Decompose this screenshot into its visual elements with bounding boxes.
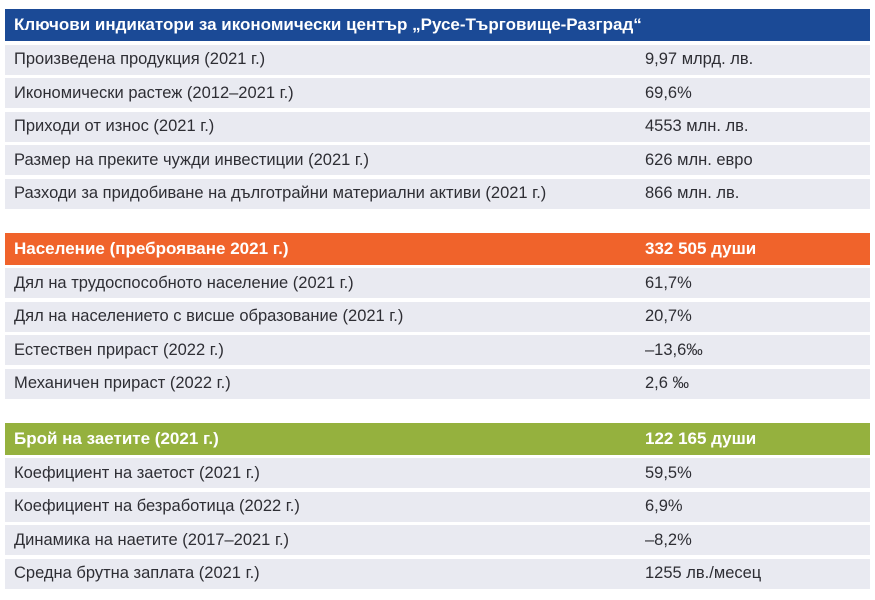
row-value: 866 млн. лв. bbox=[645, 184, 740, 202]
table-row: Средна брутна заплата (2021 г.) 1255 лв./… bbox=[5, 558, 870, 589]
row-label: Механичен прираст (2022 г.) bbox=[14, 374, 231, 392]
row-value: 2,6 ‰ bbox=[645, 374, 690, 392]
row-value: 69,6% bbox=[645, 83, 692, 102]
row-label: Коефициент на заетост (2021 г.) bbox=[14, 463, 260, 482]
section-header-title: Население (преброяване 2021 г.) bbox=[14, 238, 289, 258]
row-value: 1255 лв./месец bbox=[645, 564, 762, 582]
section-header-value: 332 505 души bbox=[645, 238, 757, 258]
row-value: –8,2% bbox=[645, 530, 692, 549]
table-row: Коефициент на заетост (2021 г.) 59,5% bbox=[5, 458, 870, 488]
table-section: Население (преброяване 2021 г.) 332 505 д… bbox=[5, 232, 870, 399]
row-label: Естествен прираст (2022 г.) bbox=[14, 340, 224, 359]
row-label: Динамика на наетите (2017–2021 г.) bbox=[14, 530, 290, 549]
table-row: Дял на населението с висше образование (… bbox=[5, 301, 870, 332]
table-row: Естествен прираст (2022 г.) –13,6‰ bbox=[5, 335, 870, 365]
row-value: 20,7% bbox=[645, 307, 692, 325]
table-row: Динамика на наетите (2017–2021 г.) –8,2% bbox=[5, 525, 870, 555]
row-label: Размер на преките чужди инвестиции (2021… bbox=[14, 150, 369, 169]
row-value: 4553 млн. лв. bbox=[645, 117, 749, 135]
table-row: Механичен прираст (2022 г.) 2,6 ‰ bbox=[5, 368, 870, 399]
table-section: Брой на заетите (2021 г.) 122 165 души Кое… bbox=[5, 422, 870, 589]
row-label: Средна брутна заплата (2021 г.) bbox=[14, 564, 260, 582]
section-header: Население (преброяване 2021 г.) 332 505 д… bbox=[5, 232, 870, 265]
row-value: 9,97 млрд. лв. bbox=[645, 50, 754, 68]
table-row: Коефициент на безработица (2022 г.) 6,9% bbox=[5, 491, 870, 522]
section-header-title: Ключови индикатори за икономически центъ… bbox=[14, 15, 642, 34]
row-label: Дял на трудоспособното население (2021 г… bbox=[14, 273, 354, 292]
table-row: Разходи за придобиване на дълготрайни ма… bbox=[5, 178, 870, 209]
table-row: Дял на трудоспособното население (2021 г… bbox=[5, 268, 870, 298]
table-row: Приходи от износ (2021 г.) 4553 млн. лв. bbox=[5, 111, 870, 142]
section-header: Брой на заетите (2021 г.) 122 165 души bbox=[5, 422, 870, 455]
section-header: Ключови индикатори за икономически центъ… bbox=[5, 9, 870, 41]
indicators-table: Ключови индикатори за икономически центъ… bbox=[5, 9, 870, 592]
row-value: 61,7% bbox=[645, 273, 692, 292]
table-section: Ключови индикатори за икономически центъ… bbox=[5, 9, 870, 209]
row-label: Дял на населението с висше образование (… bbox=[14, 307, 404, 325]
section-header-value: 122 165 души bbox=[645, 428, 757, 448]
row-label: Приходи от износ (2021 г.) bbox=[14, 117, 215, 135]
row-value: 59,5% bbox=[645, 463, 692, 482]
row-value: 626 млн. евро bbox=[645, 150, 753, 169]
row-label: Коефициент на безработица (2022 г.) bbox=[14, 497, 300, 515]
row-label: Произведена продукция (2021 г.) bbox=[14, 50, 266, 68]
row-value: 6,9% bbox=[645, 497, 683, 515]
table-row: Размер на преките чужди инвестиции (2021… bbox=[5, 145, 870, 175]
table-row: Икономически растеж (2012–2021 г.) 69,6% bbox=[5, 78, 870, 108]
row-value: –13,6‰ bbox=[645, 340, 703, 359]
table-row: Произведена продукция (2021 г.) 9,97 млрд… bbox=[5, 44, 870, 75]
section-header-title: Брой на заетите (2021 г.) bbox=[14, 428, 219, 448]
row-label: Разходи за придобиване на дълготрайни ма… bbox=[14, 184, 547, 202]
row-label: Икономически растеж (2012–2021 г.) bbox=[14, 83, 294, 102]
